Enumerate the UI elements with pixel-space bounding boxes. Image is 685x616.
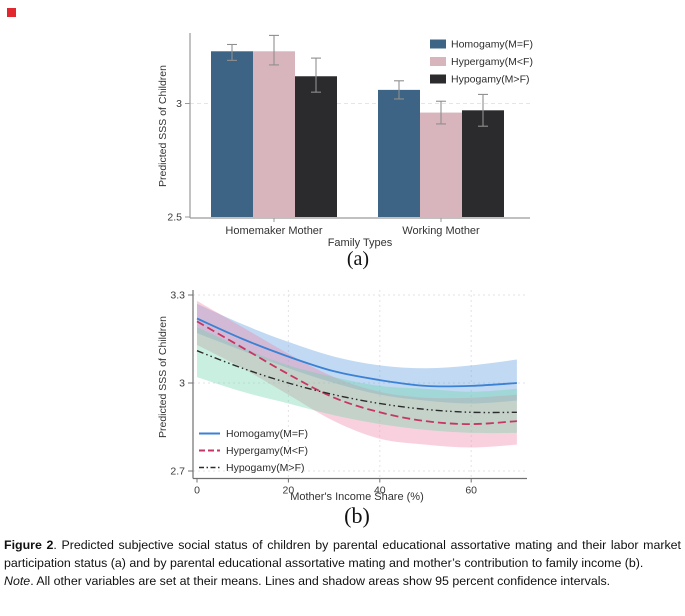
x-category-label: Working Mother (402, 225, 480, 237)
y-tick-label: 2.7 (170, 465, 185, 477)
legend-swatch (430, 57, 446, 66)
y-axis-title: Predicted SSS of Children (157, 316, 169, 438)
y-tick-label: 2.5 (167, 212, 182, 224)
caption-note-line: Note. All other variables are set at the… (4, 573, 681, 591)
confidence-band (197, 303, 517, 404)
bar (378, 89, 420, 217)
panel-b-label: (b) (344, 503, 370, 528)
x-tick-label: 20 (283, 485, 295, 497)
figure-label: Figure 2 (4, 538, 54, 552)
bar (295, 76, 337, 217)
line-chart: 2.7 3 3.3 0 20 40 60 Homogamy(M=F) Hypergamy(M<F… (157, 290, 527, 503)
note-label: Note (4, 573, 31, 588)
bar (462, 110, 504, 217)
legend-label: Hypogamy(M>F) (451, 74, 529, 86)
caption-figure-text: . Predicted subjective social status of … (4, 538, 681, 570)
x-tick-label: 60 (465, 485, 477, 497)
x-tick-label: 40 (374, 485, 386, 497)
panel-a: 2.5 3 Homemaker Mother Working Mother Family… (0, 0, 685, 280)
panel-b: 2.7 3 3.3 0 20 40 60 Homogamy(M=F) Hypergamy(M<F… (0, 280, 685, 536)
series-line (196, 350, 517, 414)
confidence-band (197, 327, 517, 434)
panel-a-label: (a) (346, 248, 370, 270)
legend-label: Hypergamy(M<F) (226, 445, 308, 457)
caption-note-text: . All other variables are set at their m… (30, 573, 611, 588)
x-tick-label: 0 (194, 485, 200, 497)
legend-label: Hypergamy(M<F) (451, 56, 533, 68)
bar (420, 112, 462, 217)
series-line (196, 320, 517, 426)
legend-swatch (430, 39, 446, 49)
y-tick-label: 3 (176, 98, 182, 110)
bar (253, 51, 295, 217)
y-tick-label: 3.3 (170, 290, 185, 302)
caption-figure-line: Figure 2. Predicted subjective social st… (4, 537, 681, 573)
y-tick-label: 3 (179, 378, 185, 390)
legend-label: Homogamy(M=F) (451, 39, 533, 51)
figure-caption: Figure 2. Predicted subjective social st… (4, 537, 681, 590)
legend-swatch (430, 74, 446, 84)
x-axis-title: Mother's Income Share (%) (290, 491, 424, 503)
legend-label: Hypogamy(M>F) (226, 462, 304, 474)
y-axis-title: Predicted SSS of Children (157, 65, 169, 187)
bar-chart: 2.5 3 Homemaker Mother Working Mother Family… (157, 33, 533, 249)
bar (211, 51, 253, 217)
red-annotation-mark (7, 8, 16, 17)
x-category-label: Homemaker Mother (225, 225, 323, 237)
legend-label: Homogamy(M=F) (226, 428, 308, 440)
series-line (196, 317, 517, 388)
x-axis-title: Family Types (328, 237, 393, 249)
